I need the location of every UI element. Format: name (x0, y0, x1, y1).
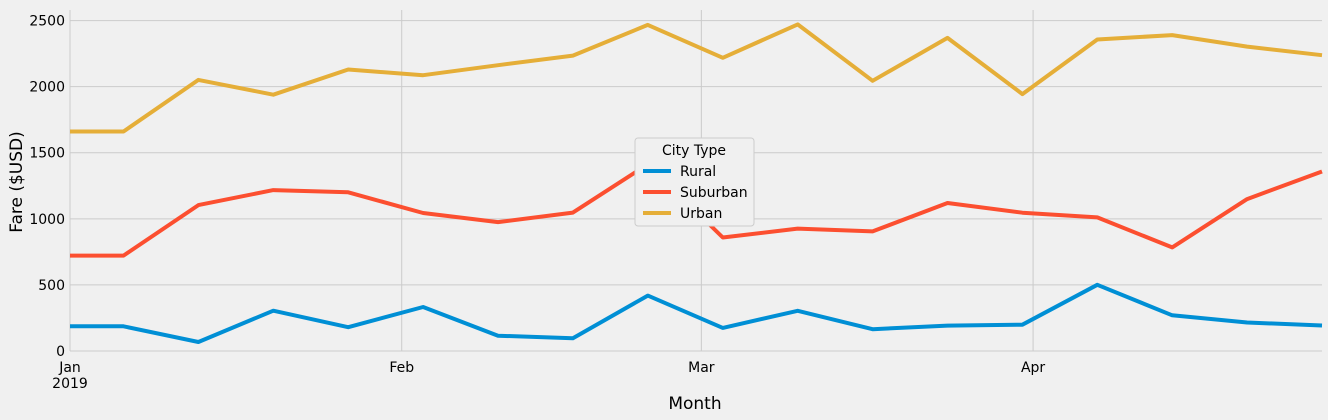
y-tick-label: 1500 (29, 146, 65, 162)
x-tick-sublabel: 2019 (52, 376, 88, 392)
legend: City Type Rural Suburban Urban (634, 137, 755, 227)
x-tick-label: Apr (1021, 360, 1045, 376)
x-tick-label: Jan (58, 360, 81, 376)
series-line-rural (70, 282, 1323, 344)
x-tick-label: Feb (389, 360, 414, 376)
legend-items: Rural Suburban Urban (643, 164, 748, 222)
y-tick-label: 2500 (29, 14, 65, 30)
legend-label-urban: Urban (680, 206, 722, 222)
y-tick-label: 0 (56, 344, 65, 360)
y-tick-label: 500 (38, 278, 65, 294)
y-tick-labels: 0 500 1000 1500 2000 2500 (29, 14, 65, 360)
series-line-urban (70, 22, 1323, 134)
legend-title: City Type (662, 143, 726, 159)
y-axis-label: Fare ($USD) (7, 131, 27, 233)
legend-label-rural: Rural (680, 164, 716, 180)
x-tick-label: Mar (688, 360, 715, 376)
legend-label-suburban: Suburban (680, 185, 748, 201)
y-tick-label: 1000 (29, 212, 65, 228)
y-tick-label: 2000 (29, 80, 65, 96)
x-axis-label: Month (668, 394, 721, 414)
legend-box (634, 137, 755, 227)
